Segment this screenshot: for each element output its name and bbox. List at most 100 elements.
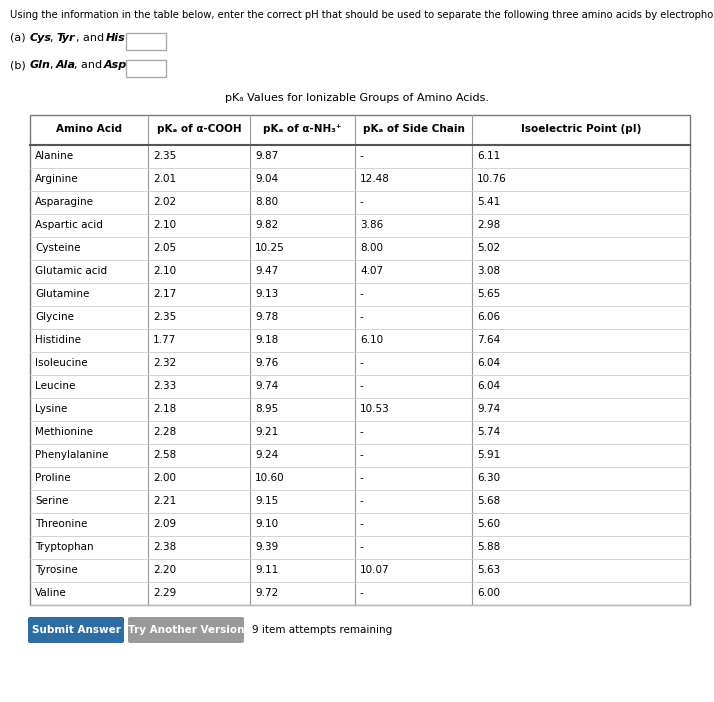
Text: 2.20: 2.20 [153, 565, 176, 575]
Text: pKₐ Values for Ionizable Groups of Amino Acids.: pKₐ Values for Ionizable Groups of Amino… [225, 93, 489, 103]
Text: 5.91: 5.91 [477, 450, 501, 460]
Text: Glutamine: Glutamine [35, 289, 89, 299]
Text: Arginine: Arginine [35, 174, 79, 184]
Text: -: - [360, 588, 363, 598]
Text: Phenylalanine: Phenylalanine [35, 450, 109, 460]
Text: 2.35: 2.35 [153, 151, 176, 161]
Text: -: - [360, 358, 363, 368]
Text: 2.09: 2.09 [153, 519, 176, 529]
Text: 5.88: 5.88 [477, 542, 501, 552]
Text: pKₐ of Side Chain: pKₐ of Side Chain [363, 124, 464, 134]
Text: 2.01: 2.01 [153, 174, 176, 184]
Text: Amino Acid: Amino Acid [56, 124, 122, 134]
Text: 12.48: 12.48 [360, 174, 390, 184]
Text: 2.18: 2.18 [153, 404, 176, 414]
Text: 2.10: 2.10 [153, 220, 176, 230]
Text: 2.33: 2.33 [153, 381, 176, 391]
Text: 8.95: 8.95 [255, 404, 278, 414]
Text: 9.39: 9.39 [255, 542, 278, 552]
Text: 5.02: 5.02 [477, 243, 500, 253]
Text: 9.13: 9.13 [255, 289, 278, 299]
Text: Lysine: Lysine [35, 404, 67, 414]
Text: 9.76: 9.76 [255, 358, 278, 368]
Text: Serine: Serine [35, 496, 69, 506]
Text: 9.15: 9.15 [255, 496, 278, 506]
Text: pKₐ of α-COOH: pKₐ of α-COOH [156, 124, 241, 134]
Text: 6.10: 6.10 [360, 335, 383, 345]
Text: Using the information in the table below, enter the correct pH that should be us: Using the information in the table below… [10, 10, 714, 20]
Text: 2.02: 2.02 [153, 197, 176, 207]
Text: -: - [360, 450, 363, 460]
Text: Gln: Gln [30, 60, 51, 70]
Text: 5.68: 5.68 [477, 496, 501, 506]
Text: Aspartic acid: Aspartic acid [35, 220, 103, 230]
Text: 9.47: 9.47 [255, 266, 278, 276]
FancyBboxPatch shape [28, 617, 124, 643]
Text: 6.11: 6.11 [477, 151, 501, 161]
Text: Valine: Valine [35, 588, 66, 598]
Text: Cysteine: Cysteine [35, 243, 81, 253]
Text: -: - [360, 427, 363, 437]
Text: Asparagine: Asparagine [35, 197, 94, 207]
Text: -: - [360, 312, 363, 322]
Text: 2.38: 2.38 [153, 542, 176, 552]
Text: Histidine: Histidine [35, 335, 81, 345]
Text: Ala: Ala [56, 60, 76, 70]
Text: 10.25: 10.25 [255, 243, 285, 253]
Text: , and: , and [76, 33, 108, 43]
Text: -: - [360, 473, 363, 483]
Text: 3.86: 3.86 [360, 220, 383, 230]
Text: 9.87: 9.87 [255, 151, 278, 161]
Text: 2.29: 2.29 [153, 588, 176, 598]
Text: -: - [360, 519, 363, 529]
Text: 9.21: 9.21 [255, 427, 278, 437]
Text: ,: , [50, 33, 57, 43]
Text: Asp: Asp [104, 60, 127, 70]
Bar [30, 115, 690, 605]
Text: -: - [360, 289, 363, 299]
Text: 9.72: 9.72 [255, 588, 278, 598]
Text: Tyrosine: Tyrosine [35, 565, 78, 575]
Text: (b): (b) [10, 60, 29, 70]
Text: Try Another Version: Try Another Version [128, 625, 244, 635]
Text: 5.63: 5.63 [477, 565, 501, 575]
FancyBboxPatch shape [126, 33, 166, 50]
Text: 2.21: 2.21 [153, 496, 176, 506]
Text: 2.17: 2.17 [153, 289, 176, 299]
Text: 6.00: 6.00 [477, 588, 500, 598]
Text: Proline: Proline [35, 473, 71, 483]
Text: Methionine: Methionine [35, 427, 93, 437]
Text: 2.98: 2.98 [477, 220, 501, 230]
Text: -: - [360, 151, 363, 161]
Text: 9.18: 9.18 [255, 335, 278, 345]
Text: 3.08: 3.08 [477, 266, 500, 276]
FancyBboxPatch shape [128, 617, 244, 643]
Text: 9.74: 9.74 [255, 381, 278, 391]
Text: 9.10: 9.10 [255, 519, 278, 529]
Text: Alanine: Alanine [35, 151, 74, 161]
Text: -: - [360, 381, 363, 391]
Text: (a): (a) [10, 33, 29, 43]
Text: -: - [360, 496, 363, 506]
Text: 5.60: 5.60 [477, 519, 500, 529]
Text: -: - [360, 197, 363, 207]
Text: Threonine: Threonine [35, 519, 87, 529]
Text: 9 item attempts remaining: 9 item attempts remaining [252, 625, 392, 635]
Text: 8.80: 8.80 [255, 197, 278, 207]
Text: 7.64: 7.64 [477, 335, 501, 345]
Text: His: His [106, 33, 126, 43]
Text: 2.28: 2.28 [153, 427, 176, 437]
Text: 2.05: 2.05 [153, 243, 176, 253]
Text: 6.04: 6.04 [477, 358, 500, 368]
Text: 9.24: 9.24 [255, 450, 278, 460]
Text: Isoelectric Point (pI): Isoelectric Point (pI) [521, 124, 641, 134]
Text: 2.58: 2.58 [153, 450, 176, 460]
Text: -: - [360, 542, 363, 552]
Text: , and: , and [74, 60, 106, 70]
Text: 9.82: 9.82 [255, 220, 278, 230]
Text: 5.41: 5.41 [477, 197, 501, 207]
Text: Isoleucine: Isoleucine [35, 358, 88, 368]
Text: 10.60: 10.60 [255, 473, 285, 483]
Text: Glutamic acid: Glutamic acid [35, 266, 107, 276]
Text: 9.04: 9.04 [255, 174, 278, 184]
